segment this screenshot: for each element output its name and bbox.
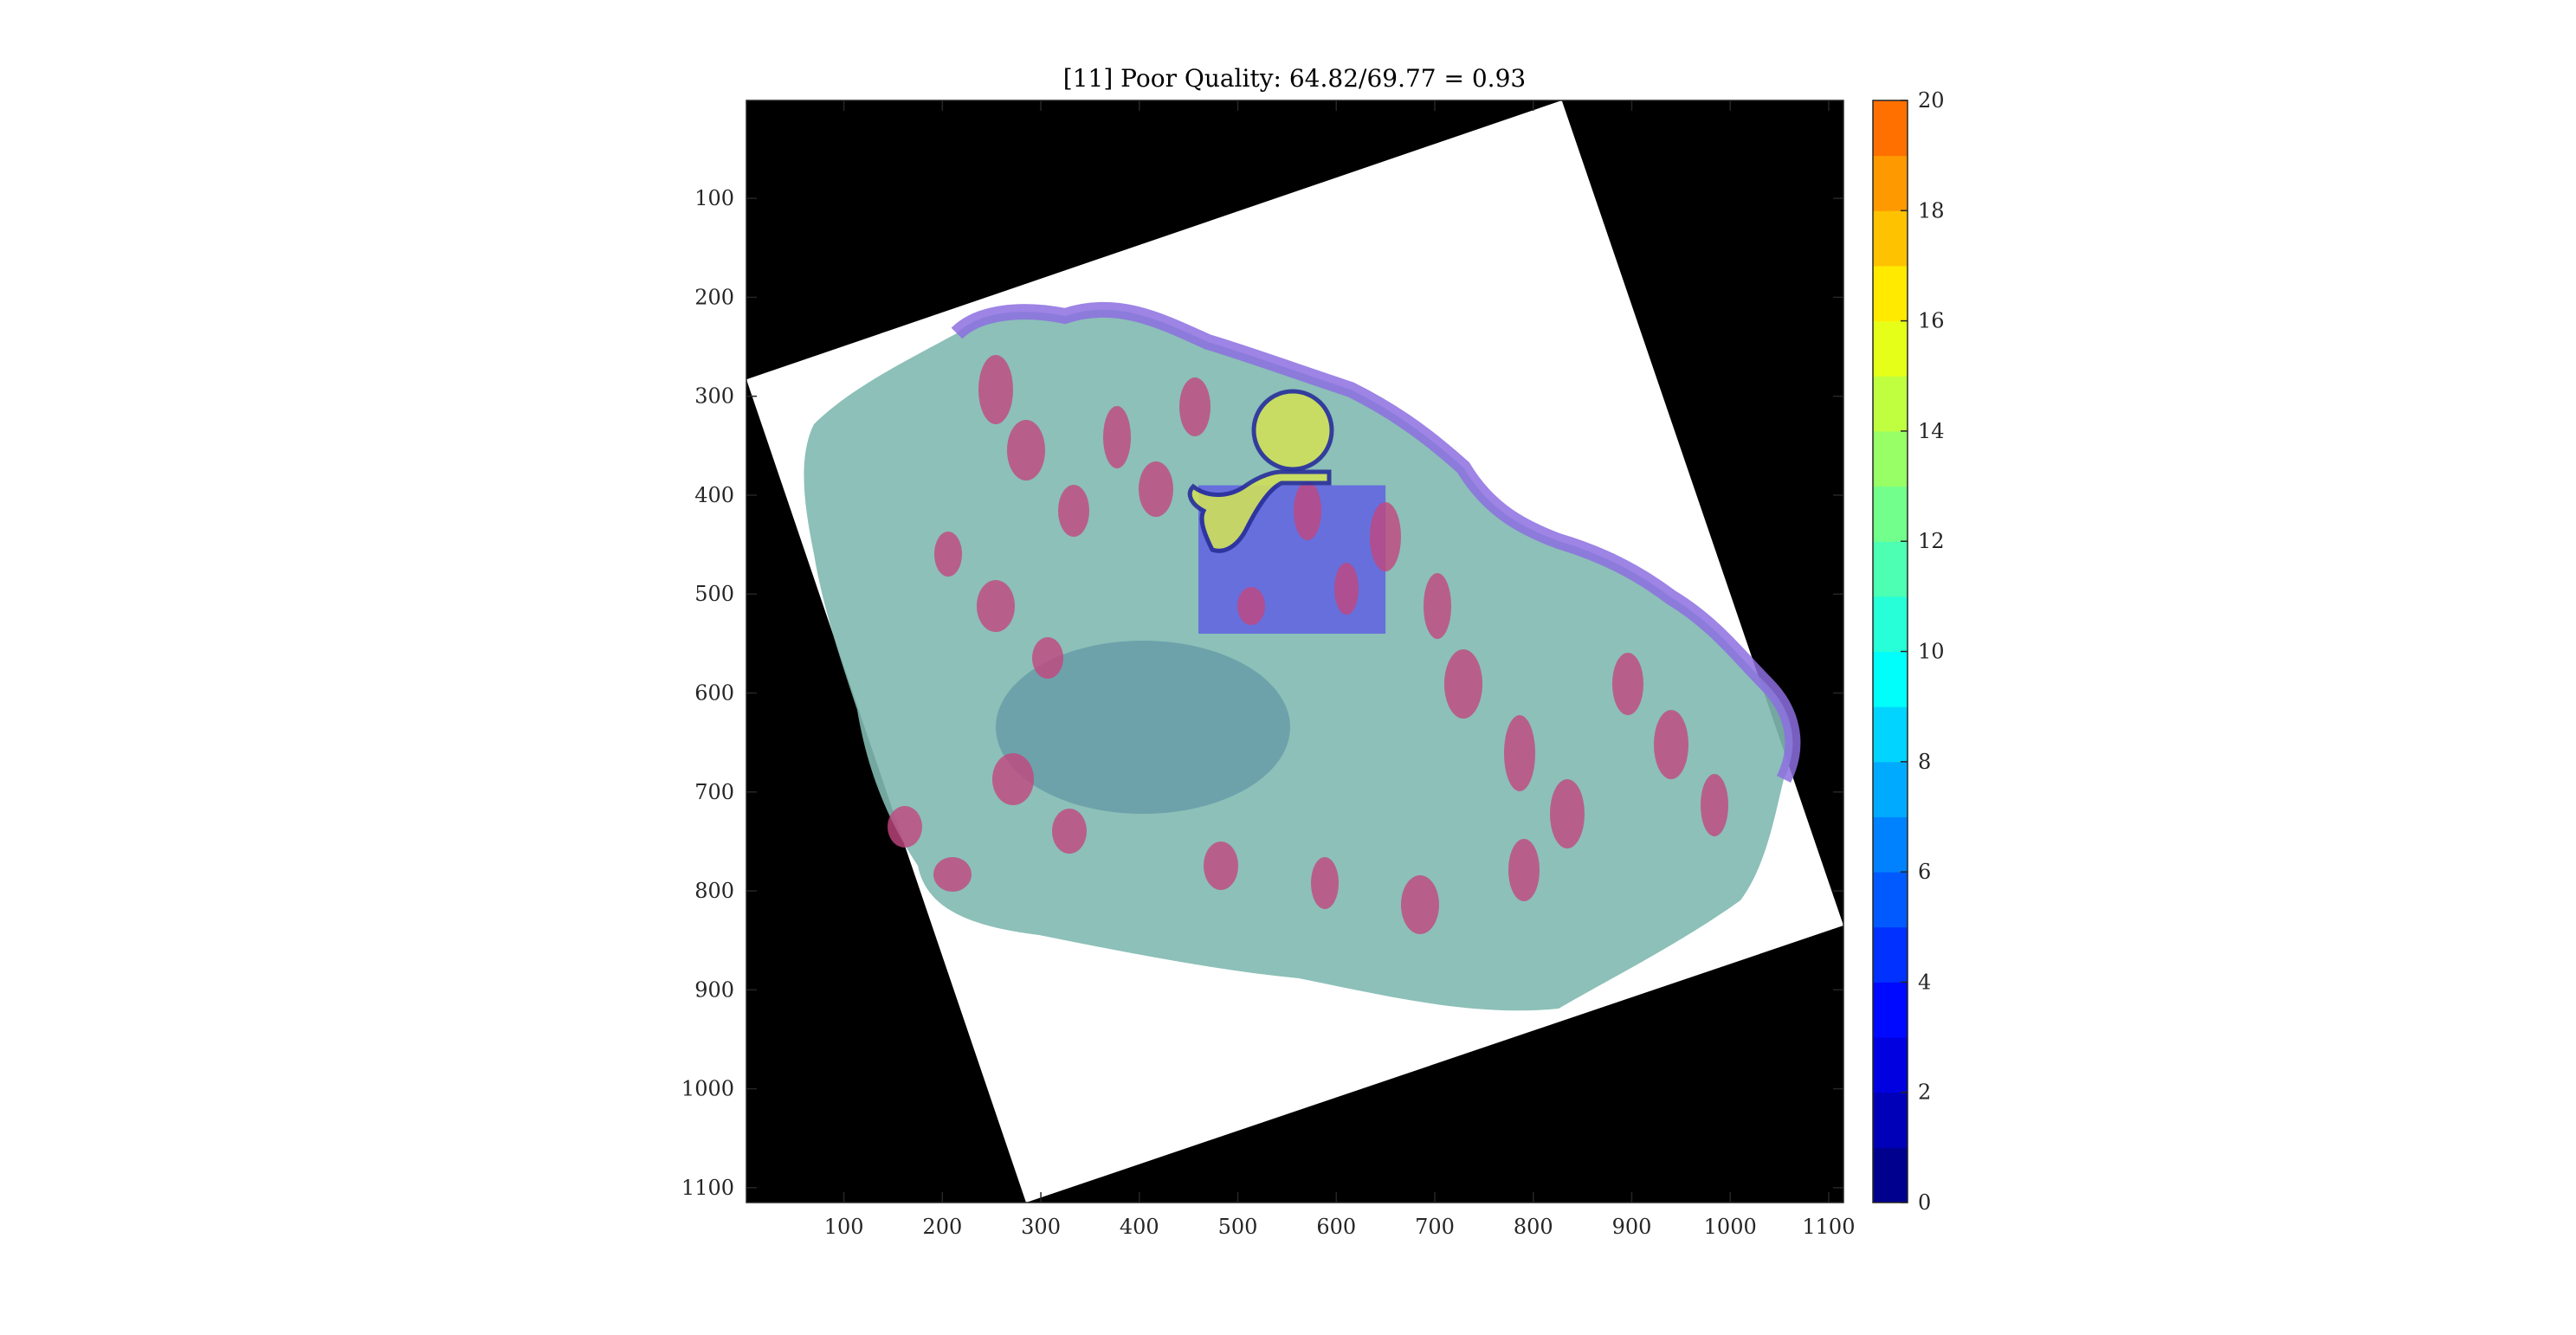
gland bbox=[1424, 573, 1451, 639]
colorbar-segment bbox=[1873, 1147, 1908, 1203]
colorbar-tick-label: 4 bbox=[1918, 970, 1931, 994]
gland bbox=[1007, 420, 1045, 480]
gland bbox=[1401, 875, 1439, 934]
colorbar-segment bbox=[1873, 430, 1908, 487]
colorbar-tick-label: 0 bbox=[1918, 1190, 1931, 1215]
gland bbox=[1139, 461, 1173, 517]
gland bbox=[1701, 774, 1728, 836]
gland bbox=[1032, 637, 1063, 679]
gland bbox=[1179, 377, 1211, 436]
colorbar-segment bbox=[1873, 872, 1908, 928]
y-tick-label: 600 bbox=[694, 680, 734, 705]
x-tick-label: 200 bbox=[922, 1215, 962, 1239]
colorbar-tick-label: 12 bbox=[1918, 529, 1945, 553]
x-tick-label: 1100 bbox=[1802, 1215, 1855, 1239]
gland bbox=[978, 355, 1013, 424]
colorbar-segment bbox=[1873, 982, 1908, 1038]
gland bbox=[888, 806, 922, 848]
gland bbox=[1654, 710, 1688, 779]
tissue-section bbox=[804, 309, 1793, 1011]
y-tick-label: 300 bbox=[694, 384, 734, 409]
colorbar-segment bbox=[1873, 265, 1908, 322]
colorbar-segment bbox=[1873, 155, 1908, 211]
gland bbox=[1508, 839, 1540, 901]
y-tick-label: 400 bbox=[694, 483, 734, 507]
colorbar-tick-label: 10 bbox=[1918, 640, 1945, 664]
x-axis: 100 200 300 400 500 600 700 800 900 1000 1100 bbox=[824, 100, 1855, 1239]
gland bbox=[1370, 502, 1401, 571]
gland bbox=[933, 857, 972, 892]
chart-title: [11] Poor Quality: 64.82/69.77 = 0.93 bbox=[1063, 64, 1526, 93]
highlight-circle bbox=[1251, 389, 1334, 472]
colorbar-tick-label: 2 bbox=[1918, 1080, 1931, 1105]
y-tick-label: 200 bbox=[694, 285, 734, 309]
gland bbox=[1058, 485, 1089, 537]
gland bbox=[1612, 653, 1643, 715]
epithelium-border bbox=[951, 301, 1801, 784]
axes-box bbox=[746, 100, 1844, 1203]
colorbar-tick-label: 6 bbox=[1918, 860, 1931, 884]
y-tick-label: 900 bbox=[694, 977, 734, 1002]
lymphoid-follicle bbox=[996, 641, 1290, 814]
colorbar-segment bbox=[1873, 541, 1908, 597]
gland bbox=[1204, 842, 1238, 890]
gland bbox=[1444, 649, 1482, 719]
colorbar-segment bbox=[1873, 706, 1908, 763]
highlight-blob bbox=[1187, 469, 1332, 553]
colorbar-segment bbox=[1873, 651, 1908, 707]
gland bbox=[1237, 587, 1265, 625]
gland bbox=[1052, 809, 1087, 854]
gland bbox=[992, 753, 1034, 805]
gland bbox=[977, 580, 1015, 632]
x-tick-label: 600 bbox=[1316, 1215, 1356, 1239]
gland bbox=[1311, 857, 1339, 909]
colorbar-segment bbox=[1873, 376, 1908, 432]
gland bbox=[1294, 481, 1321, 540]
gland bbox=[1504, 715, 1535, 791]
colorbar-segment bbox=[1873, 596, 1908, 652]
x-tick-label: 500 bbox=[1218, 1215, 1258, 1239]
y-tick-label: 100 bbox=[694, 186, 734, 210]
x-tick-label: 800 bbox=[1514, 1215, 1553, 1239]
gland-overlays bbox=[888, 355, 1728, 934]
y-tick-label: 700 bbox=[694, 780, 734, 804]
colorbar-segment bbox=[1873, 761, 1908, 817]
colorbar-tick-label: 20 bbox=[1918, 88, 1945, 113]
y-tick-label: 500 bbox=[694, 582, 734, 606]
y-tick-label: 1100 bbox=[681, 1176, 734, 1200]
colorbar-segment bbox=[1873, 100, 1908, 157]
gland bbox=[934, 532, 962, 577]
y-axis: 100 200 300 400 500 600 700 800 900 1000 1100 bbox=[681, 186, 1843, 1200]
colorbar-segment bbox=[1873, 210, 1908, 267]
gland bbox=[1103, 406, 1131, 468]
colorbar-tick-label: 16 bbox=[1918, 309, 1945, 333]
x-tick-label: 100 bbox=[824, 1215, 864, 1239]
x-tick-label: 1000 bbox=[1704, 1215, 1757, 1239]
colorbar-tick-label: 8 bbox=[1918, 750, 1931, 774]
y-tick-label: 800 bbox=[694, 879, 734, 903]
x-tick-label: 700 bbox=[1415, 1215, 1455, 1239]
colorbar bbox=[1872, 100, 1908, 1203]
x-tick-label: 900 bbox=[1612, 1215, 1652, 1239]
gland bbox=[1334, 563, 1359, 615]
colorbar-segment bbox=[1873, 816, 1908, 873]
gland bbox=[1550, 779, 1585, 848]
colorbar-segment bbox=[1873, 320, 1908, 377]
x-tick-label: 300 bbox=[1021, 1215, 1061, 1239]
colorbar-segment bbox=[1873, 1037, 1908, 1093]
colorbar-segment bbox=[1873, 926, 1908, 983]
x-tick-label: 400 bbox=[1120, 1215, 1159, 1239]
colorbar-segment bbox=[1873, 1092, 1908, 1148]
colorbar-segment bbox=[1873, 486, 1908, 542]
colorbar-tick-label: 14 bbox=[1918, 419, 1945, 443]
colorbar-ticks: 0 2 4 6 8 10 12 14 16 18 20 bbox=[1901, 88, 1945, 1215]
colorbar-tick-label: 18 bbox=[1918, 198, 1945, 222]
histology-image bbox=[746, 100, 1843, 1203]
y-tick-label: 1000 bbox=[681, 1077, 734, 1101]
